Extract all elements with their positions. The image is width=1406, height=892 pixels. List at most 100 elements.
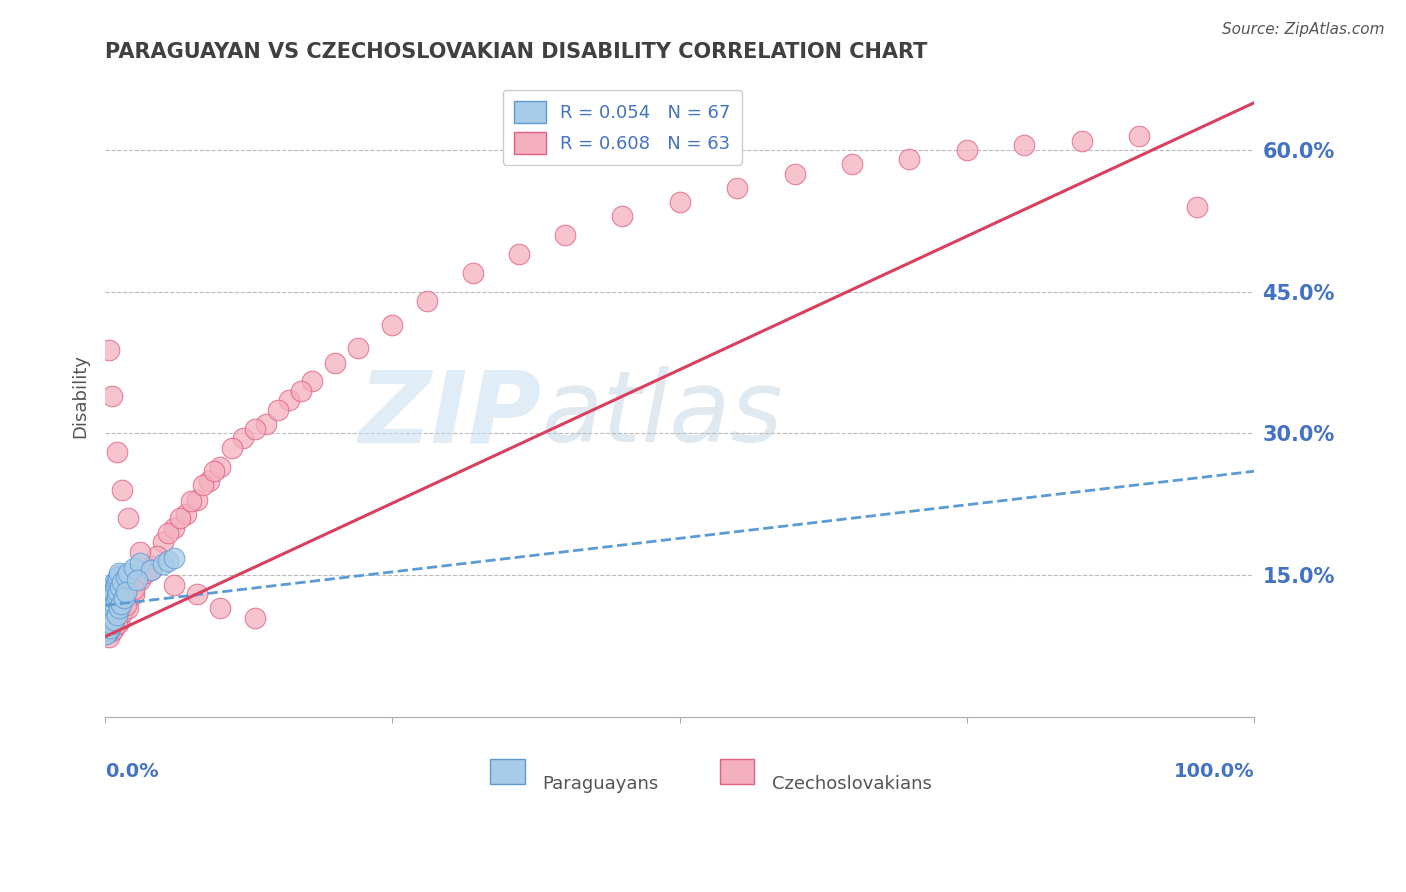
Point [105, 580, 128, 594]
Text: Paraguayans: Paraguayans [541, 775, 658, 793]
Point [97, 614, 120, 628]
Point [221, 441, 243, 455]
Point [103, 600, 125, 615]
Point [100, 582, 122, 597]
Point [100, 594, 122, 608]
Point [98, 589, 121, 603]
Point [103, 585, 125, 599]
Point [128, 556, 150, 570]
Point [98, 612, 121, 626]
Point [107, 573, 129, 587]
Point [157, 554, 180, 568]
Point [157, 525, 180, 540]
Point [163, 551, 186, 566]
Point [96, 624, 118, 639]
Point [104, 577, 127, 591]
Point [725, 181, 748, 195]
Point [1128, 128, 1150, 143]
Point [101, 597, 124, 611]
Point [100, 600, 122, 615]
Point [111, 483, 134, 497]
Point [98, 609, 121, 624]
Point [103, 613, 125, 627]
Point [115, 570, 138, 584]
Point [98, 604, 121, 618]
Point [103, 591, 125, 605]
Point [202, 464, 225, 478]
Point [163, 577, 186, 591]
Text: ZIP: ZIP [359, 367, 541, 464]
Point [783, 167, 806, 181]
Point [100, 606, 122, 620]
Point [1070, 134, 1092, 148]
Point [98, 621, 121, 635]
Point [381, 318, 404, 332]
Point [104, 577, 127, 591]
Point [301, 375, 323, 389]
Point [97, 343, 120, 358]
Point [174, 507, 197, 521]
Point [103, 587, 125, 601]
Point [266, 402, 288, 417]
Point [96, 597, 118, 611]
Point [108, 601, 131, 615]
Point [128, 573, 150, 587]
Point [169, 511, 191, 525]
Point [96, 615, 118, 630]
Point [107, 570, 129, 584]
Point [612, 209, 634, 223]
Point [97, 623, 120, 637]
Point [97, 606, 120, 620]
Point [96, 617, 118, 632]
Point [209, 459, 232, 474]
Point [117, 566, 139, 581]
Point [97, 615, 120, 630]
Point [278, 393, 301, 408]
Point [101, 617, 124, 632]
Point [96, 599, 118, 613]
Point [103, 620, 125, 634]
Point [180, 494, 202, 508]
Point [122, 587, 145, 601]
Point [100, 607, 122, 622]
Text: 100.0%: 100.0% [1174, 762, 1254, 780]
Point [115, 599, 138, 613]
Point [146, 549, 169, 564]
Point [117, 511, 139, 525]
FancyBboxPatch shape [720, 759, 754, 784]
Point [103, 623, 125, 637]
Point [101, 599, 124, 613]
Point [152, 557, 174, 571]
Point [191, 478, 214, 492]
Point [103, 592, 125, 607]
Point [152, 535, 174, 549]
Point [105, 589, 128, 603]
Point [105, 617, 128, 632]
Point [290, 384, 312, 398]
Point [107, 585, 129, 599]
Point [841, 157, 863, 171]
Point [243, 422, 266, 436]
Text: PARAGUAYAN VS CZECHOSLOVAKIAN DISABILITY CORRELATION CHART: PARAGUAYAN VS CZECHOSLOVAKIAN DISABILITY… [105, 42, 928, 62]
Point [108, 580, 131, 594]
Point [97, 630, 120, 644]
Point [232, 431, 254, 445]
Point [108, 568, 131, 582]
Point [105, 607, 128, 622]
Point [101, 604, 124, 618]
Point [105, 445, 128, 459]
Point [416, 294, 439, 309]
Point [186, 492, 208, 507]
Point [898, 153, 921, 167]
Point [115, 585, 138, 599]
Point [209, 601, 232, 615]
Text: atlas: atlas [541, 367, 783, 464]
Point [112, 591, 135, 605]
Point [103, 575, 125, 590]
Point [103, 597, 125, 611]
Point [111, 574, 134, 589]
Point [141, 558, 163, 573]
Point [110, 597, 132, 611]
Point [103, 591, 125, 606]
Point [96, 626, 118, 640]
